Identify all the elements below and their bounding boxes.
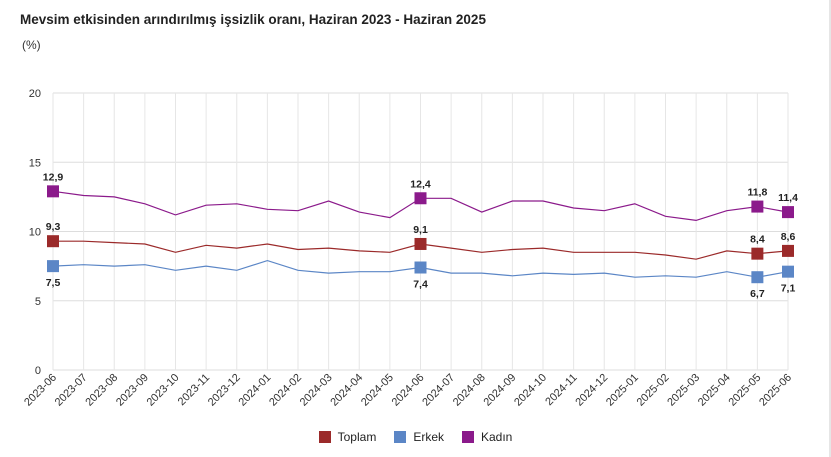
- data-label-erkek: 7,1: [781, 283, 796, 295]
- x-tick-label: 2024-08: [451, 372, 488, 409]
- legend-item-toplam[interactable]: Toplam: [318, 430, 377, 444]
- x-tick-label: 2024-05: [359, 372, 396, 409]
- x-tick-label: 2025-02: [635, 372, 672, 409]
- x-tick-label: 2024-11: [543, 372, 579, 408]
- data-label-toplam: 9,3: [46, 221, 61, 233]
- x-tick-label: 2023-07: [53, 372, 90, 409]
- x-tick-label: 2023-12: [206, 372, 243, 409]
- chart-title: Mevsim etkisinden arındırılmış işsizlik …: [20, 12, 486, 27]
- x-tick-label: 2025-05: [726, 372, 763, 409]
- x-tick-label: 2023-06: [22, 372, 59, 409]
- legend-label-kadin: Kadın: [481, 430, 513, 444]
- x-tick-label: 2025-03: [665, 372, 702, 409]
- x-tick-label: 2025-04: [696, 372, 733, 409]
- x-tick-label: 2024-09: [481, 372, 518, 409]
- data-point-erkek: [782, 265, 794, 278]
- x-tick-label: 2025-01: [604, 372, 641, 409]
- y-tick-label: 5: [35, 296, 41, 308]
- data-point-kadin: [414, 192, 427, 205]
- y-tick-label: 15: [29, 157, 41, 169]
- data-point-erkek: [751, 271, 764, 284]
- x-tick-label: 2024-04: [328, 372, 365, 409]
- legend-label-erkek: Erkek: [413, 430, 444, 444]
- page-edge-divider: [829, 0, 831, 457]
- data-label-toplam: 8,4: [750, 234, 765, 246]
- data-label-erkek: 6,7: [750, 288, 765, 300]
- data-point-toplam: [782, 244, 794, 257]
- data-label-toplam: 8,6: [781, 231, 796, 243]
- data-label-toplam: 9,1: [413, 224, 428, 236]
- data-label-kadin: 12,4: [410, 178, 431, 190]
- data-label-kadin: 11,8: [747, 187, 767, 199]
- data-point-toplam: [751, 247, 764, 260]
- data-point-toplam: [47, 235, 59, 248]
- x-tick-label: 2023-09: [114, 372, 151, 409]
- data-point-kadin: [751, 200, 764, 213]
- legend-label-toplam: Toplam: [337, 430, 377, 444]
- data-label-kadin: 12,9: [43, 171, 64, 183]
- legend-swatch-kadin: [462, 431, 474, 443]
- legend: Toplam Erkek Kadın: [0, 430, 831, 444]
- legend-swatch-erkek: [394, 431, 407, 443]
- data-point-erkek: [414, 261, 427, 274]
- x-tick-label: 2023-10: [145, 372, 182, 409]
- y-axis-unit-label: (%): [22, 38, 41, 52]
- legend-swatch-toplam: [318, 431, 331, 443]
- x-tick-label: 2024-01: [236, 372, 273, 409]
- x-tick-label: 2023-08: [83, 372, 120, 409]
- y-tick-label: 0: [35, 365, 41, 377]
- data-label-kadin: 11,4: [778, 192, 798, 204]
- legend-item-erkek[interactable]: Erkek: [394, 430, 444, 444]
- legend-item-kadin[interactable]: Kadın: [462, 430, 512, 444]
- data-point-kadin: [782, 206, 794, 219]
- data-point-toplam: [414, 237, 427, 250]
- x-tick-label: 2025-06: [757, 372, 794, 409]
- x-tick-label: 2024-03: [298, 372, 335, 409]
- x-tick-label: 2023-11: [176, 372, 212, 408]
- x-tick-label: 2024-07: [420, 372, 457, 409]
- x-tick-label: 2024-02: [267, 372, 304, 409]
- data-label-erkek: 7,4: [413, 279, 428, 291]
- data-point-kadin: [47, 185, 59, 198]
- data-label-erkek: 7,5: [46, 277, 61, 289]
- y-tick-label: 20: [29, 88, 41, 100]
- data-point-erkek: [47, 260, 59, 273]
- y-tick-label: 10: [29, 227, 41, 239]
- x-tick-label: 2024-10: [512, 372, 549, 409]
- x-tick-label: 2024-06: [390, 372, 427, 409]
- x-tick-label: 2024-12: [573, 372, 610, 409]
